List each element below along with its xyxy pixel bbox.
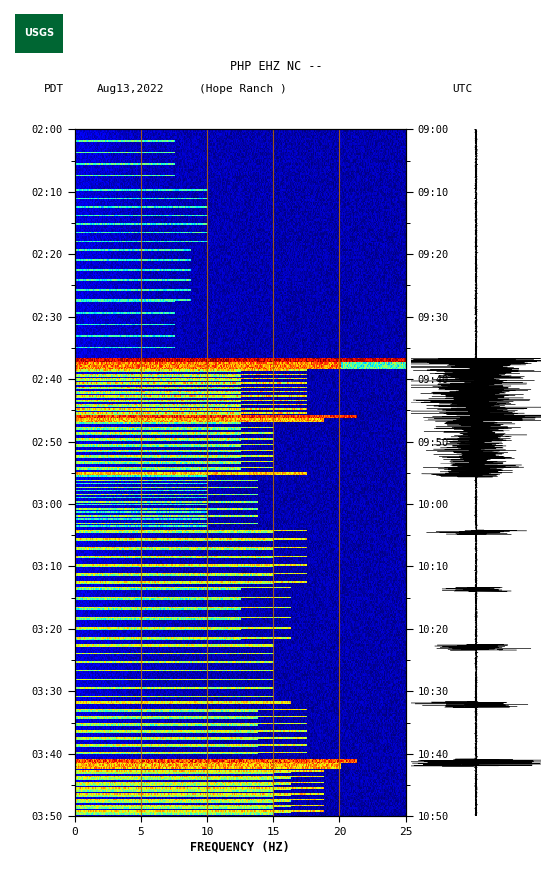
Text: Aug13,2022: Aug13,2022 <box>97 84 164 95</box>
Text: (Hope Ranch ): (Hope Ranch ) <box>199 84 286 95</box>
Text: PDT: PDT <box>44 84 65 95</box>
Text: USGS: USGS <box>24 29 54 38</box>
X-axis label: FREQUENCY (HZ): FREQUENCY (HZ) <box>190 841 290 854</box>
FancyBboxPatch shape <box>14 13 63 54</box>
Text: PHP EHZ NC --: PHP EHZ NC -- <box>230 61 322 73</box>
Text: UTC: UTC <box>453 84 473 95</box>
Polygon shape <box>6 13 14 54</box>
